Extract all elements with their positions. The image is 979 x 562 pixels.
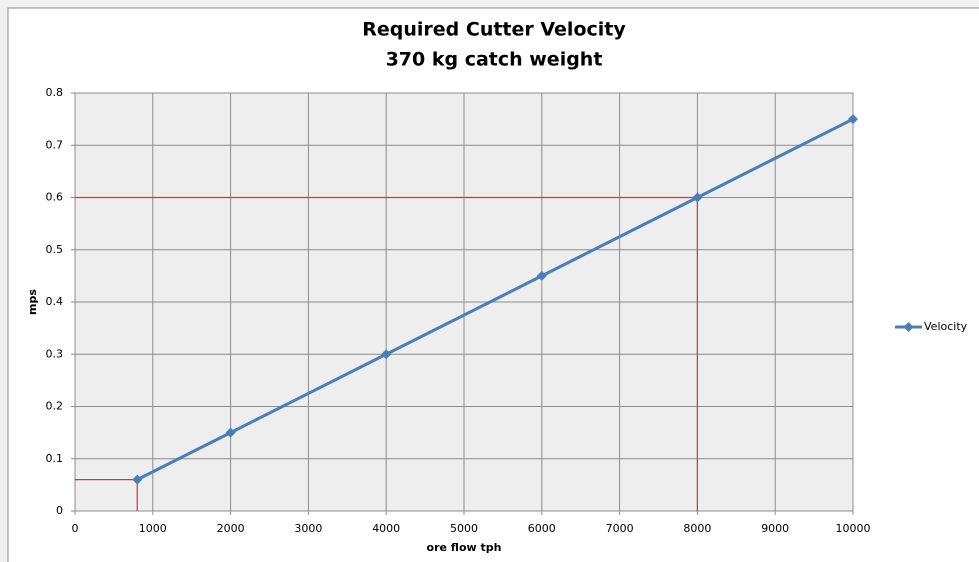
y-tick-label: 0.3 bbox=[46, 347, 64, 360]
data-point bbox=[381, 349, 392, 360]
x-axis-title: ore flow tph bbox=[427, 541, 502, 554]
y-tick-label: 0 bbox=[56, 504, 63, 517]
x-tick-label: 4000 bbox=[372, 522, 400, 535]
x-tick-label: 5000 bbox=[450, 522, 478, 535]
plot-border bbox=[74, 92, 854, 512]
y-tick-label: 0.8 bbox=[46, 86, 64, 99]
data-point bbox=[536, 270, 547, 281]
chart-title: Required Cutter Velocity bbox=[362, 19, 626, 41]
y-tick-label: 0.2 bbox=[46, 400, 64, 413]
y-tick-label: 0.6 bbox=[46, 191, 64, 204]
y-tick-label: 0.1 bbox=[46, 452, 64, 465]
x-tick-label: 9000 bbox=[761, 522, 789, 535]
chart-subtitle: 370 kg catch weight bbox=[386, 49, 603, 71]
x-tick-label: 10000 bbox=[836, 522, 871, 535]
series-line bbox=[136, 117, 854, 481]
y-tick-label: 0.5 bbox=[46, 243, 64, 256]
x-tick-label: 1000 bbox=[139, 522, 167, 535]
x-tick-label: 6000 bbox=[528, 522, 556, 535]
data-point bbox=[225, 427, 236, 438]
data-point bbox=[848, 114, 858, 125]
legend-label: Velocity bbox=[924, 320, 968, 333]
data-point bbox=[692, 192, 703, 203]
y-tick-label: 0.4 bbox=[46, 295, 64, 308]
y-axis-title: mps bbox=[26, 289, 39, 315]
x-tick-label: 0 bbox=[72, 522, 79, 535]
legend-marker bbox=[903, 322, 914, 332]
data-point bbox=[132, 474, 143, 485]
x-tick-label: 3000 bbox=[294, 522, 322, 535]
x-tick-label: 7000 bbox=[606, 522, 634, 535]
y-tick-label: 0.7 bbox=[46, 138, 64, 151]
x-tick-label: 8000 bbox=[683, 522, 711, 535]
x-tick-label: 2000 bbox=[217, 522, 245, 535]
